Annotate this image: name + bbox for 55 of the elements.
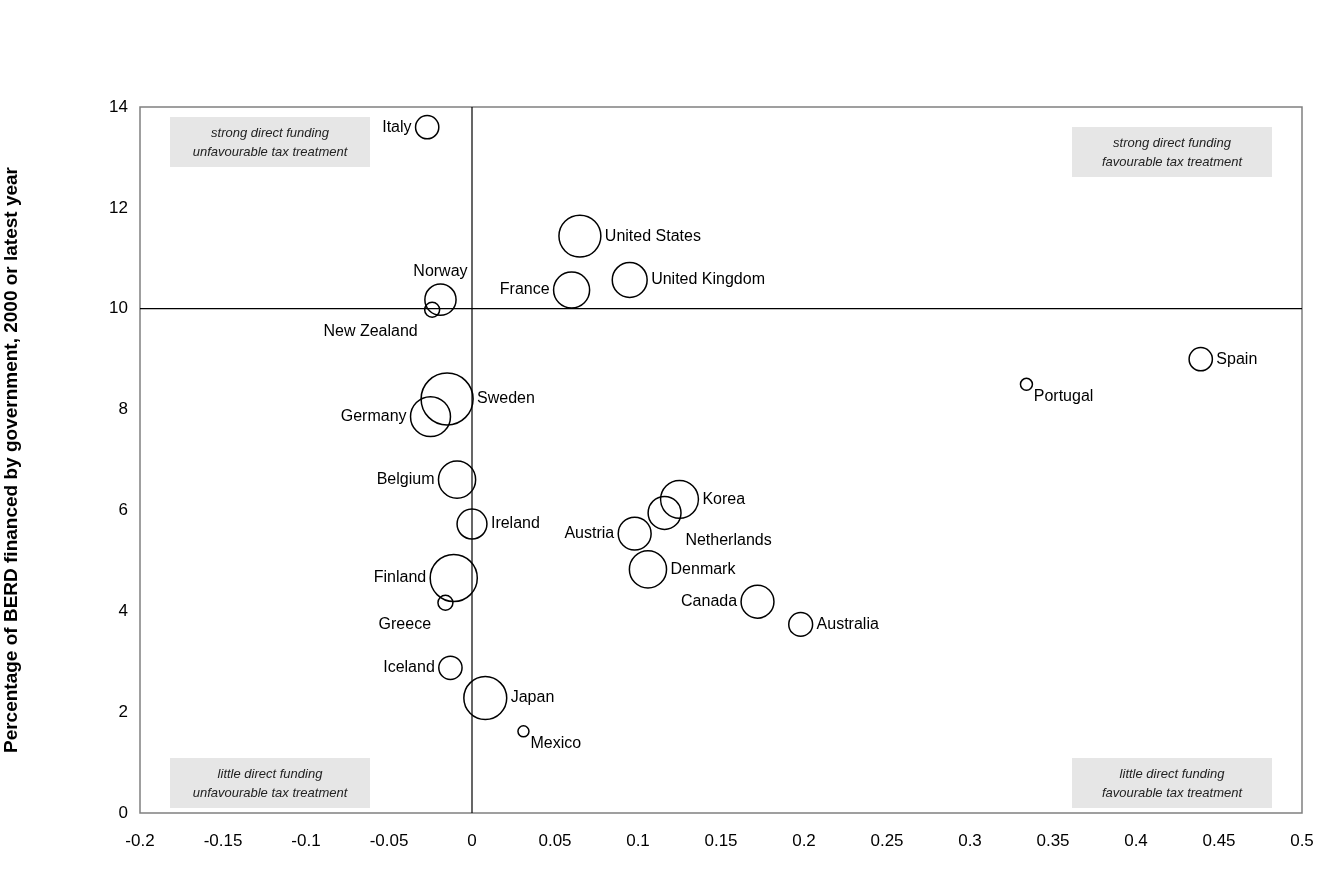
series-label: Denmark bbox=[670, 559, 737, 577]
x-tick-label: 0.5 bbox=[1290, 830, 1314, 850]
x-tick-label: 0.25 bbox=[870, 830, 904, 850]
series-label: Austria bbox=[564, 524, 615, 542]
x-tick-label: 0.35 bbox=[1036, 830, 1070, 850]
series-label: New Zealand bbox=[323, 321, 418, 339]
series-label: Portugal bbox=[1033, 387, 1094, 405]
series-label: Belgium bbox=[376, 470, 435, 488]
x-tick-label: 0.4 bbox=[1124, 830, 1148, 850]
series-label: Iceland bbox=[383, 658, 435, 676]
y-tick-label: 2 bbox=[118, 701, 128, 721]
series-label: Norway bbox=[413, 262, 468, 280]
series-label: Canada bbox=[681, 592, 738, 610]
x-tick-label: -0.2 bbox=[125, 830, 155, 850]
series-label: Germany bbox=[340, 407, 407, 425]
note-box: strong direct funding favourable tax treatment bbox=[1072, 127, 1272, 177]
y-tick-label: 0 bbox=[118, 802, 128, 822]
annotation: little direct funding unfavourable tax treatment bbox=[191, 765, 349, 802]
x-tick-label: -0.05 bbox=[369, 830, 409, 850]
x-tick-label: 0.3 bbox=[958, 830, 982, 850]
x-tick-label: -0.1 bbox=[291, 830, 321, 850]
y-axis-title: Percentage of BERD financed by government, 2000 or latest year bbox=[0, 166, 21, 754]
x-tick-label: 0.15 bbox=[704, 830, 738, 850]
annotation: little direct funding favourable tax treatment bbox=[1100, 765, 1244, 802]
annotation: strong direct funding favourable tax treatment bbox=[1100, 134, 1244, 171]
x-tick-label: 0 bbox=[467, 830, 477, 850]
series-label: Spain bbox=[1216, 349, 1258, 367]
x-tick-label: 0.05 bbox=[538, 830, 572, 850]
series-label: Ireland bbox=[490, 514, 540, 532]
series-label: Greece bbox=[378, 614, 432, 632]
annotation: strong direct funding unfavourable tax treatment bbox=[191, 124, 349, 161]
y-tick-label: 6 bbox=[118, 500, 128, 520]
series-label: Australia bbox=[816, 614, 879, 632]
y-tick-label: 8 bbox=[118, 399, 128, 419]
note-box: little direct funding favourable tax treatment bbox=[1072, 758, 1272, 808]
series-label: Netherlands bbox=[685, 531, 772, 549]
series-label: Japan bbox=[510, 688, 555, 706]
series-label: Italy bbox=[382, 117, 412, 135]
series-label: United States bbox=[604, 226, 701, 244]
series-label: Korea bbox=[702, 489, 746, 507]
series-label: United Kingdom bbox=[651, 270, 765, 288]
y-tick-label: 4 bbox=[118, 600, 128, 620]
x-tick-label: 0.2 bbox=[792, 830, 816, 850]
note-box: strong direct funding unfavourable tax treatment bbox=[170, 117, 370, 167]
x-tick-label: -0.15 bbox=[203, 830, 243, 850]
series-label: Mexico bbox=[530, 733, 582, 751]
y-tick-label: 14 bbox=[109, 96, 128, 116]
series-label: Finland bbox=[373, 568, 427, 586]
x-tick-label: 0.1 bbox=[626, 830, 650, 850]
y-tick-label: 10 bbox=[109, 298, 128, 318]
y-tick-label: 12 bbox=[109, 197, 128, 217]
series-label: France bbox=[499, 280, 550, 298]
note-box: little direct funding unfavourable tax treatment bbox=[170, 758, 370, 808]
x-tick-label: 0.45 bbox=[1202, 830, 1236, 850]
series-label: Sweden bbox=[477, 389, 535, 407]
